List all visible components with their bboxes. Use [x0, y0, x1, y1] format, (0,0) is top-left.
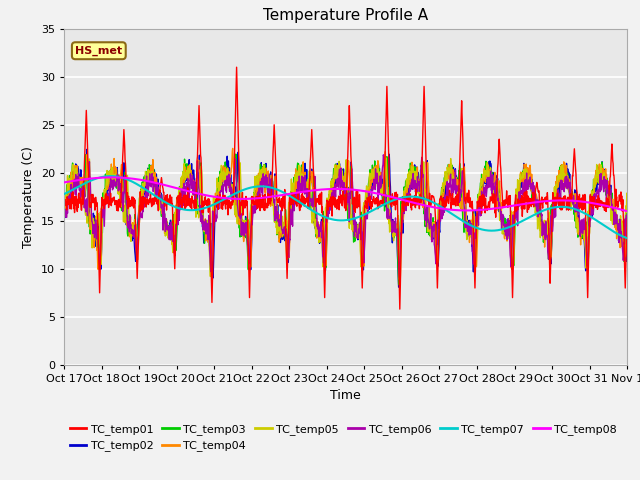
TC_temp02 [395, 284, 403, 290]
TC_temp06 [434, 217, 442, 223]
TC_temp07 [107, 173, 115, 179]
TC_temp07 [172, 204, 180, 210]
TC_temp02 [172, 228, 180, 234]
TC_temp01 [623, 216, 631, 222]
Title: Temperature Profile A: Temperature Profile A [263, 9, 428, 24]
TC_temp05 [60, 203, 68, 209]
TC_temp06 [557, 177, 565, 183]
TC_temp05 [186, 176, 193, 182]
TC_temp05 [396, 280, 404, 286]
TC_temp04 [229, 145, 237, 151]
Line: TC_temp02: TC_temp02 [64, 149, 627, 287]
TC_temp06 [248, 222, 256, 228]
TC_temp03 [60, 207, 68, 213]
TC_temp02 [186, 167, 193, 172]
TC_temp06 [186, 182, 193, 188]
Line: TC_temp07: TC_temp07 [64, 176, 627, 238]
TC_temp02 [508, 260, 515, 265]
TC_temp04 [508, 265, 515, 271]
Y-axis label: Temperature (C): Temperature (C) [22, 146, 35, 248]
TC_temp03 [557, 172, 565, 178]
Line: TC_temp03: TC_temp03 [64, 154, 627, 285]
TC_temp04 [434, 252, 442, 258]
TC_temp08 [623, 208, 631, 214]
TC_temp01 [396, 306, 404, 312]
TC_temp03 [623, 208, 631, 214]
TC_temp01 [434, 271, 442, 277]
Line: TC_temp06: TC_temp06 [64, 155, 627, 277]
TC_temp08 [557, 198, 564, 204]
TC_temp08 [172, 185, 180, 191]
TC_temp06 [396, 275, 403, 280]
TC_temp01 [186, 196, 193, 202]
TC_temp05 [382, 155, 390, 161]
Line: TC_temp01: TC_temp01 [64, 67, 627, 309]
TC_temp06 [172, 229, 179, 235]
TC_temp03 [249, 198, 257, 204]
X-axis label: Time: Time [330, 389, 361, 402]
TC_temp05 [508, 220, 515, 226]
TC_temp08 [507, 203, 515, 209]
TC_temp04 [186, 171, 193, 177]
TC_temp04 [60, 212, 68, 217]
Line: TC_temp04: TC_temp04 [64, 148, 627, 279]
TC_temp04 [172, 222, 179, 228]
TC_temp05 [172, 207, 179, 213]
TC_temp02 [60, 213, 68, 218]
TC_temp04 [623, 213, 631, 219]
TC_temp03 [395, 282, 403, 288]
TC_temp08 [186, 189, 193, 194]
Line: TC_temp08: TC_temp08 [64, 178, 627, 211]
TC_temp08 [433, 205, 441, 211]
TC_temp04 [396, 276, 403, 282]
TC_temp02 [623, 239, 631, 244]
TC_temp05 [248, 201, 256, 206]
TC_temp07 [507, 224, 515, 229]
TC_temp02 [434, 256, 442, 262]
TC_temp05 [623, 199, 631, 204]
TC_temp02 [557, 174, 565, 180]
TC_temp07 [623, 235, 631, 241]
TC_temp05 [434, 214, 442, 219]
TC_temp01 [249, 200, 257, 205]
TC_temp03 [232, 151, 239, 157]
TC_temp07 [186, 207, 193, 213]
TC_temp05 [557, 163, 565, 169]
TC_temp01 [233, 64, 241, 70]
TC_temp06 [508, 258, 515, 264]
TC_temp01 [508, 249, 515, 255]
TC_temp08 [60, 180, 68, 185]
TC_temp02 [83, 146, 91, 152]
TC_temp04 [557, 169, 565, 175]
TC_temp01 [172, 244, 179, 250]
Text: HS_met: HS_met [76, 46, 122, 56]
TC_temp06 [60, 219, 68, 225]
TC_temp02 [249, 210, 257, 216]
TC_temp07 [249, 184, 257, 190]
TC_temp01 [557, 207, 565, 213]
TC_temp03 [508, 222, 515, 228]
TC_temp03 [186, 166, 193, 172]
Line: TC_temp05: TC_temp05 [64, 158, 627, 283]
TC_temp08 [108, 175, 116, 180]
TC_temp07 [433, 202, 441, 207]
TC_temp04 [249, 202, 257, 207]
TC_temp01 [60, 191, 68, 196]
TC_temp03 [434, 260, 442, 265]
Legend: TC_temp01, TC_temp02, TC_temp03, TC_temp04, TC_temp05, TC_temp06, TC_temp07, TC_: TC_temp01, TC_temp02, TC_temp03, TC_temp… [70, 424, 617, 452]
TC_temp06 [623, 218, 631, 224]
TC_temp07 [60, 191, 68, 197]
TC_temp06 [380, 152, 387, 158]
TC_temp07 [557, 204, 564, 210]
TC_temp08 [249, 196, 257, 202]
TC_temp03 [172, 244, 179, 250]
